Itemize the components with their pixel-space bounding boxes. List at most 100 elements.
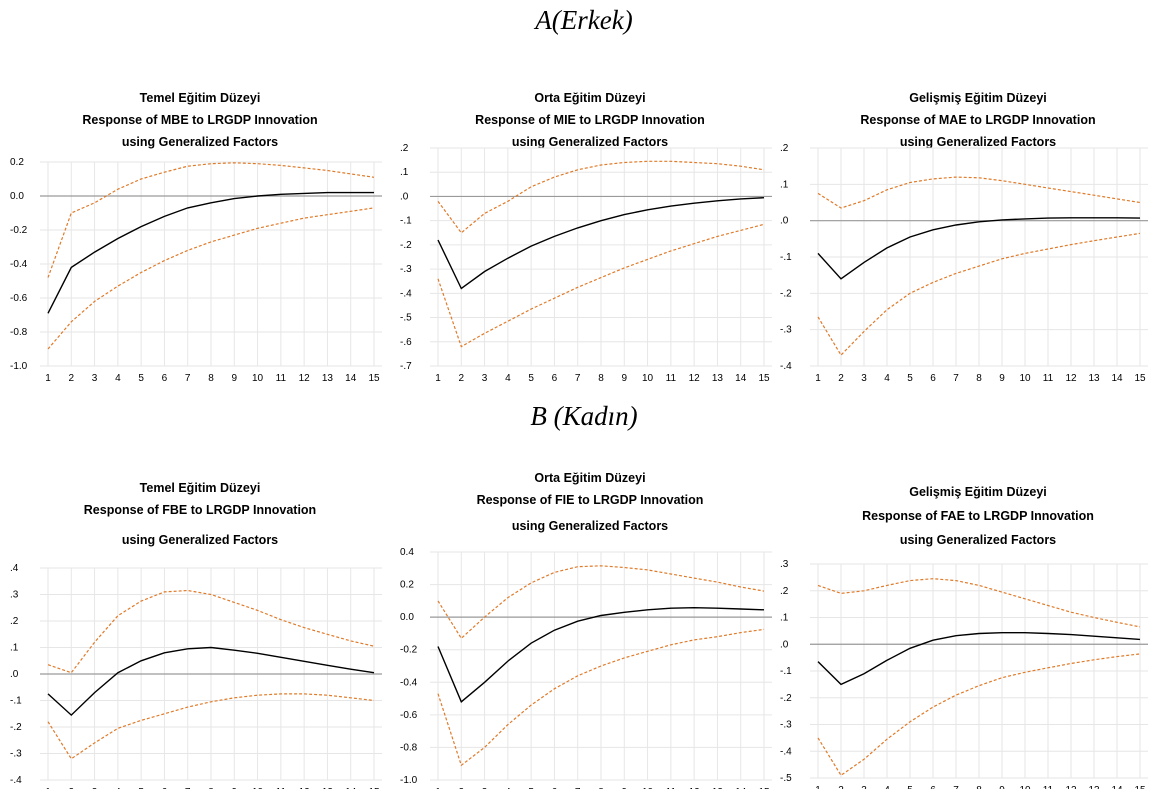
- x-tick-label-mbe-10: 10: [252, 373, 264, 384]
- x-tick-label-mie-2: 2: [459, 373, 465, 384]
- y-tick-label-fie-1: -0.8: [400, 742, 418, 753]
- x-tick-label-fae-11: 11: [1043, 785, 1054, 789]
- y-tick-label-mae-5: .1: [780, 179, 789, 190]
- y-tick-label-mae-3: -.1: [780, 252, 792, 263]
- x-tick-label-mie-1: 1: [435, 373, 441, 384]
- series-upper-line-fae: [817, 578, 1141, 628]
- x-tick-label-mae-4: 4: [884, 373, 890, 384]
- series-response-line-fie: [437, 606, 765, 703]
- y-tick-label-mie-6: -.1: [400, 216, 412, 227]
- x-tick-label-fbe-2: 2: [69, 787, 75, 789]
- chart-title-line-1-mae: Gelişmiş Eğitim Düzeyi: [909, 91, 1047, 105]
- y-tick-label-fbe-4: .0: [10, 669, 19, 680]
- x-tick-label-mbe-2: 2: [69, 373, 75, 384]
- series-response-line-fbe: [47, 646, 375, 717]
- x-tick-label-mie-12: 12: [689, 373, 701, 384]
- y-tick-label-fae-4: -.1: [780, 666, 792, 677]
- x-tick-label-mie-3: 3: [482, 373, 488, 384]
- x-tick-label-fie-12: 12: [689, 787, 701, 789]
- x-tick-label-mae-2: 2: [838, 373, 844, 384]
- y-tick-label-mie-4: -.3: [400, 264, 412, 275]
- chart-panel-mbe: Temel Eğitim Düzeyi Response of MBE to LR…: [0, 82, 390, 384]
- y-tick-label-mbe-5: 0.0: [10, 191, 24, 202]
- x-tick-label-fae-1: 1: [815, 785, 821, 789]
- y-tick-label-fae-0: -.5: [780, 773, 792, 784]
- y-tick-label-mbe-1: -0.8: [10, 327, 28, 338]
- series-upper-line-fbe: [47, 589, 375, 674]
- y-tick-label-mbe-4: -0.2: [10, 225, 28, 236]
- y-tick-label-mie-7: .0: [400, 191, 409, 202]
- y-tick-label-fbe-2: -.2: [10, 722, 22, 733]
- y-tick-label-mie-0: -.7: [400, 361, 412, 372]
- x-tick-label-fie-3: 3: [482, 787, 488, 789]
- x-tick-label-mae-9: 9: [999, 373, 1005, 384]
- series-upper-line-mbe: [47, 162, 375, 278]
- section-title-men: A(Erkek): [535, 5, 633, 35]
- chart-svg-mie: Orta Eğitim Düzeyi Response of MIE to LRG…: [400, 91, 772, 384]
- x-tick-label-mie-4: 4: [505, 373, 511, 384]
- x-tick-label-mbe-13: 13: [322, 373, 334, 384]
- x-tick-label-fie-2: 2: [459, 787, 465, 789]
- chart-svg-fae: Gelişmiş Eğitim Düzeyi Response of FAE to…: [780, 485, 1148, 789]
- x-tick-label-mae-8: 8: [976, 373, 982, 384]
- section-title-women: B (Kadın): [530, 401, 638, 431]
- x-tick-label-fae-13: 13: [1088, 785, 1100, 789]
- y-tick-label-mie-8: .1: [400, 167, 409, 178]
- y-tick-label-fbe-8: .4: [10, 563, 19, 574]
- y-tick-label-mbe-2: -0.6: [10, 293, 28, 304]
- x-tick-label-fie-8: 8: [598, 787, 604, 789]
- y-tick-label-fae-6: .1: [780, 613, 789, 624]
- x-tick-label-fie-5: 5: [528, 787, 534, 789]
- chart-title-line-2-mbe: Response of MBE to LRGDP Innovation: [82, 113, 317, 127]
- y-tick-label-fae-3: -.2: [780, 693, 792, 704]
- x-tick-label-mbe-1: 1: [45, 373, 51, 384]
- x-tick-label-mie-14: 14: [735, 373, 747, 384]
- chart-panel-fbe: Temel Eğitim Düzeyi Response of FBE to LR…: [0, 472, 390, 789]
- x-tick-label-fie-11: 11: [666, 787, 677, 789]
- chart-svg-mbe: Temel Eğitim Düzeyi Response of MBE to LR…: [10, 91, 382, 384]
- x-tick-label-fbe-4: 4: [115, 787, 121, 789]
- chart-title-line-1-fae: Gelişmiş Eğitim Düzeyi: [909, 485, 1047, 499]
- chart-title-line-1-mie: Orta Eğitim Düzeyi: [534, 91, 645, 105]
- x-tick-label-mie-15: 15: [758, 373, 770, 384]
- x-tick-label-mbe-7: 7: [185, 373, 191, 384]
- chart-title-line-3-fie: using Generalized Factors: [512, 519, 668, 533]
- x-tick-label-mbe-4: 4: [115, 373, 121, 384]
- y-tick-label-fbe-1: -.3: [10, 749, 22, 760]
- x-tick-label-mae-10: 10: [1019, 373, 1031, 384]
- chart-title-line-3-mbe: using Generalized Factors: [122, 135, 278, 149]
- y-tick-label-mie-2: -.5: [400, 313, 412, 324]
- x-tick-label-mae-12: 12: [1065, 373, 1077, 384]
- x-tick-label-mie-7: 7: [575, 373, 581, 384]
- y-tick-label-mae-1: -.3: [780, 325, 792, 336]
- chart-title-line-2-fie: Response of FIE to LRGDP Innovation: [477, 493, 704, 507]
- x-tick-label-mbe-14: 14: [345, 373, 357, 384]
- x-tick-label-mie-8: 8: [598, 373, 604, 384]
- x-tick-label-fie-10: 10: [642, 787, 654, 789]
- y-tick-label-fie-2: -0.6: [400, 710, 418, 721]
- x-tick-label-mae-15: 15: [1134, 373, 1146, 384]
- x-tick-label-mie-11: 11: [666, 373, 677, 384]
- x-tick-label-mie-13: 13: [712, 373, 724, 384]
- x-tick-label-fae-15: 15: [1134, 785, 1146, 789]
- y-tick-label-mie-9: .2: [400, 143, 409, 154]
- y-tick-label-mae-6: .2: [780, 143, 789, 154]
- x-tick-label-mae-3: 3: [861, 373, 867, 384]
- x-tick-label-fae-12: 12: [1065, 785, 1077, 789]
- y-tick-label-mie-3: -.4: [400, 288, 412, 299]
- y-tick-label-mae-2: -.2: [780, 288, 792, 299]
- series-lower-line-fie: [437, 628, 765, 767]
- x-tick-label-mie-6: 6: [552, 373, 558, 384]
- x-tick-label-mae-13: 13: [1088, 373, 1100, 384]
- x-tick-label-fie-14: 14: [735, 787, 747, 789]
- y-tick-label-mie-1: -.6: [400, 337, 412, 348]
- x-tick-label-fbe-15: 15: [368, 787, 380, 789]
- chart-svg-fbe: Temel Eğitim Düzeyi Response of FBE to LR…: [10, 481, 382, 789]
- chart-title-line-2-mae: Response of MAE to LRGDP Innovation: [860, 113, 1095, 127]
- x-tick-label-fbe-1: 1: [45, 787, 51, 789]
- x-tick-label-mbe-12: 12: [299, 373, 311, 384]
- x-tick-label-fie-15: 15: [758, 787, 770, 789]
- x-tick-label-fae-3: 3: [861, 785, 867, 789]
- y-tick-label-mbe-0: -1.0: [10, 361, 28, 372]
- x-tick-label-fie-7: 7: [575, 787, 581, 789]
